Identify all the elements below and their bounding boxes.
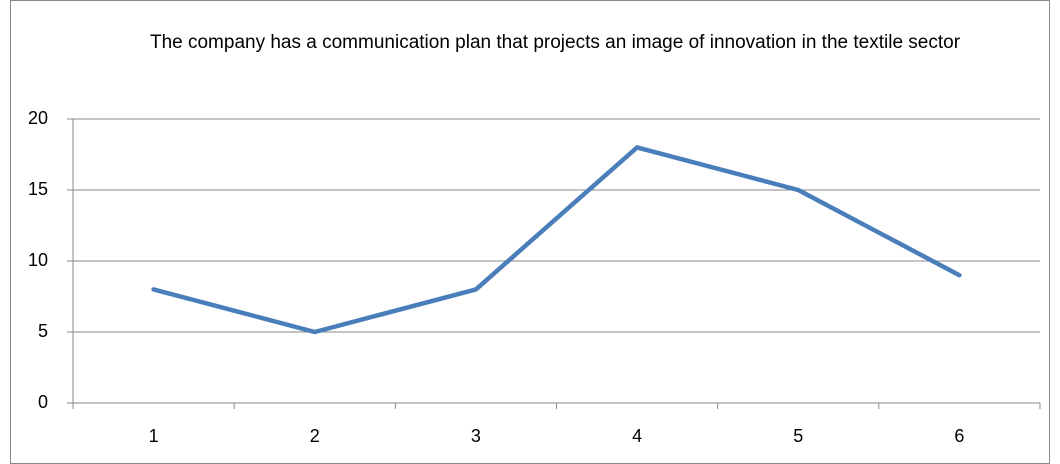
y-tick-label: 5 <box>38 321 48 341</box>
x-tick-label: 5 <box>793 426 803 446</box>
x-tick-label: 4 <box>632 426 642 446</box>
x-tick-label: 2 <box>310 426 320 446</box>
x-tick-label: 1 <box>149 426 159 446</box>
y-tick-label: 0 <box>38 392 48 412</box>
chart-frame <box>10 0 1050 464</box>
x-tick-label: 6 <box>954 426 964 446</box>
x-tick-label: 3 <box>471 426 481 446</box>
data-line <box>151 145 962 335</box>
y-tick-label: 20 <box>28 108 48 128</box>
chart-title: The company has a communication plan tha… <box>149 32 961 53</box>
y-tick-label: 15 <box>28 179 48 199</box>
y-tick-label: 10 <box>28 250 48 270</box>
